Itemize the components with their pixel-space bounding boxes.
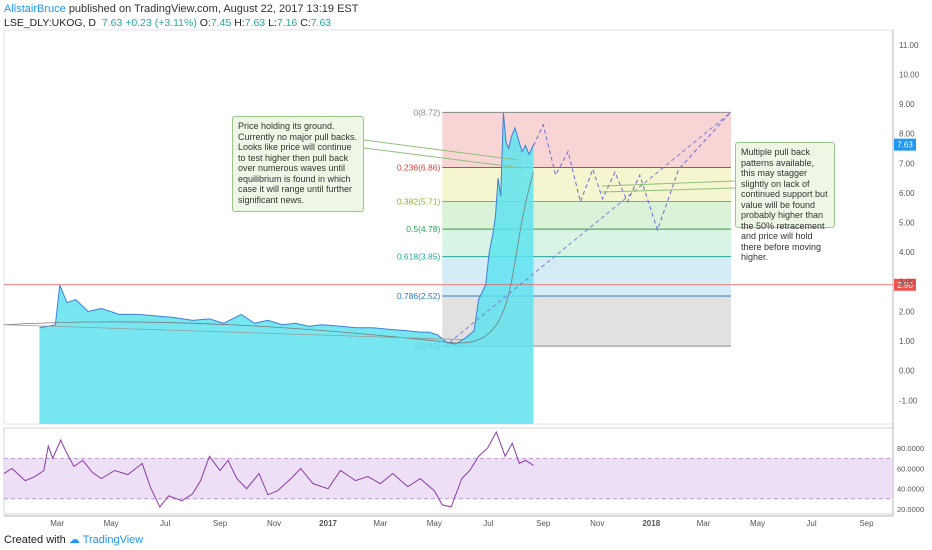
- note-left-connector: [363, 139, 519, 161]
- close-label: C:: [300, 17, 311, 29]
- price-tick-label: 2.00: [899, 307, 915, 316]
- price-tick-label: 11.00: [899, 41, 919, 50]
- horizontal-line-badge: [894, 278, 916, 291]
- note-right-connector: [601, 187, 736, 193]
- price-tick-label: 5.00: [899, 219, 915, 228]
- fib-zone: [442, 201, 731, 230]
- time-tick-label: May: [750, 519, 765, 528]
- publish-info: AlistairBruce published on TradingView.c…: [4, 3, 358, 15]
- price-tick-label: 1.00: [899, 337, 915, 346]
- time-tick-label: Nov: [590, 519, 604, 528]
- open-label: O:: [199, 17, 211, 29]
- open-value: 7.45: [210, 17, 232, 29]
- fib-level-label: 0.5(4.78): [406, 224, 440, 234]
- low-label: L:: [268, 17, 277, 29]
- price-tick-label: 4.00: [899, 248, 915, 257]
- close-value: 7.63: [310, 17, 332, 29]
- time-tick-label: Sep: [536, 519, 551, 528]
- rsi-band: [4, 458, 893, 499]
- annotation-note-left-text: Price holding its ground. Currently no m…: [238, 121, 358, 205]
- price-tick-label: 6.00: [899, 189, 915, 198]
- rsi-line: [3, 430, 534, 508]
- footer-created: Created with: [4, 534, 66, 546]
- time-tick-label: 2017: [319, 519, 337, 528]
- price-line: [39, 112, 534, 345]
- high-label: H:: [234, 17, 245, 29]
- symbol-label[interactable]: LSE_DLY:UKOG, D: [4, 17, 97, 29]
- time-tick-label: Sep: [213, 519, 228, 528]
- symbol-legend: LSE_DLY:UKOG, D 7.63 +0.23 (+3.11%) O:7.…: [4, 17, 331, 29]
- fib-zone: [442, 229, 731, 257]
- price-tick-label: 7.00: [899, 159, 915, 168]
- fib-level-label: 0.382(5.71): [397, 197, 441, 207]
- high-value: 7.63: [244, 17, 266, 29]
- annotation-note-right-text: Multiple pull back patterns available, t…: [741, 147, 828, 262]
- fib-zone: [442, 112, 731, 168]
- fib-level-label: 0(8.72): [413, 107, 440, 117]
- rsi-tick-label: 80.0000: [897, 444, 924, 453]
- fib-level-label: 0.786(2.52): [397, 291, 441, 301]
- time-tick-label: May: [104, 519, 119, 528]
- time-tick-label: Mar: [373, 519, 387, 528]
- price-tick-label: -1.00: [899, 396, 918, 405]
- time-tick-label: Mar: [50, 519, 64, 528]
- price-tick-label: 8.00: [899, 130, 915, 139]
- fib-level-label: 0.236(6.86): [397, 162, 441, 172]
- price-area: [39, 112, 534, 425]
- time-tick-label: Jul: [160, 519, 170, 528]
- time-tick-label: Sep: [859, 519, 874, 528]
- published-text: published on TradingView.com, August 22,…: [68, 3, 359, 15]
- moving-average-line: [3, 172, 534, 344]
- tradingview-logo-icon: ☁: [68, 534, 80, 546]
- note-right-connector: [601, 180, 736, 187]
- footer: Created with ☁ TradingView: [4, 533, 143, 546]
- time-tick-label: Jul: [806, 519, 816, 528]
- annotation-note-left[interactable]: Price holding its ground. Currently no m…: [232, 116, 364, 212]
- time-tick-label: Nov: [267, 519, 281, 528]
- last-price: 7.63: [101, 17, 123, 29]
- time-tick-label: May: [427, 519, 442, 528]
- note-left-connector: [363, 147, 523, 169]
- rsi-tick-label: 20.0000: [897, 505, 924, 514]
- footer-brand[interactable]: TradingView: [82, 534, 144, 546]
- price-tick-label: 3.00: [899, 278, 915, 287]
- low-value: 7.16: [276, 17, 298, 29]
- price-tick-label: 0.00: [899, 367, 915, 376]
- fib-level-label: 0.618(3.85): [397, 252, 441, 262]
- support-line: [3, 324, 462, 340]
- annotation-note-right[interactable]: Multiple pull back patterns available, t…: [735, 142, 835, 262]
- rsi-tick-label: 60.0000: [897, 464, 924, 473]
- projection-path: [533, 112, 731, 232]
- last-price-badge: [894, 138, 916, 151]
- price-tick-label: 10.00: [899, 70, 920, 79]
- rsi-tick-label: 40.0000: [897, 485, 924, 494]
- price-change: +0.23 (+3.11%): [125, 17, 197, 29]
- time-tick-label: Jul: [483, 519, 493, 528]
- trend-line: [449, 112, 731, 343]
- price-tick-label: 9.00: [899, 100, 915, 109]
- author-link[interactable]: AlistairBruce: [4, 3, 66, 15]
- last-price-badge-label: 7.63: [897, 141, 913, 150]
- time-tick-label: 2018: [642, 519, 660, 528]
- horizontal-line-badge-label: 2.90: [897, 281, 913, 290]
- time-tick-label: Mar: [697, 519, 711, 528]
